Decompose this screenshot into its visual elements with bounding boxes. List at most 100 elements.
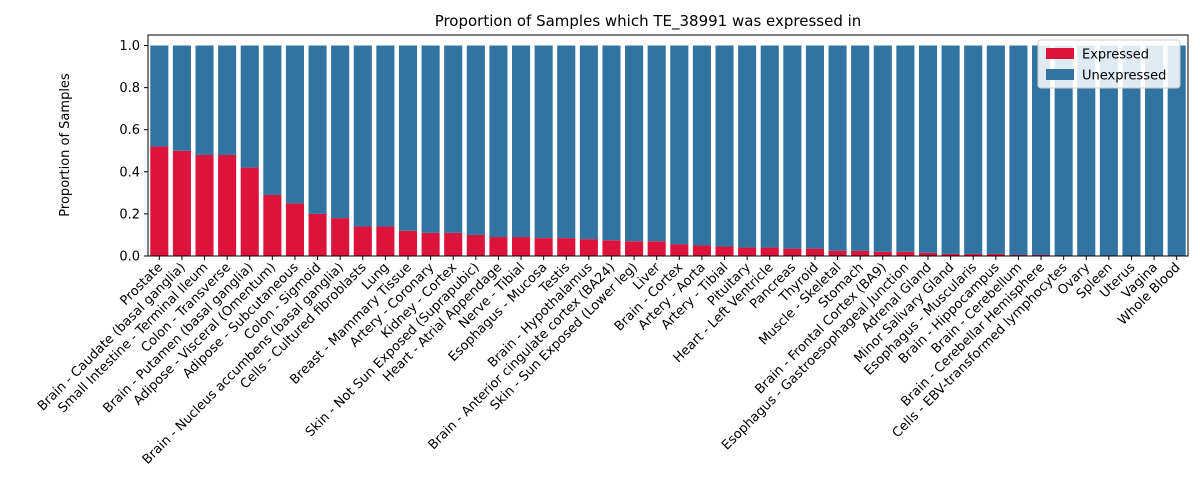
bar-unexpressed: [602, 45, 621, 241]
bar-expressed: [964, 253, 983, 256]
y-tick-label: 0.6: [119, 123, 140, 138]
bar-unexpressed: [466, 45, 485, 235]
bar-unexpressed: [805, 45, 824, 249]
bar-expressed: [444, 232, 463, 256]
bar-expressed: [489, 237, 508, 256]
bar-expressed: [240, 167, 259, 256]
y-axis-label: Proportion of Samples: [58, 73, 73, 217]
bar-unexpressed: [398, 45, 418, 231]
bar-expressed: [1032, 254, 1051, 256]
bar-expressed: [805, 248, 824, 256]
bar-unexpressed: [941, 45, 960, 254]
bar-expressed: [534, 238, 553, 256]
bar-unexpressed: [376, 45, 395, 227]
legend-label: Expressed: [1082, 48, 1149, 63]
bar-expressed: [941, 253, 960, 256]
bar-unexpressed: [534, 45, 553, 239]
bar-unexpressed: [150, 45, 169, 147]
bar-expressed: [783, 248, 802, 256]
bar-unexpressed: [240, 45, 259, 168]
y-tick-label: 0.8: [119, 81, 140, 96]
y-tick-label: 0.4: [119, 165, 140, 180]
bar-unexpressed: [873, 45, 892, 252]
bar-unexpressed: [783, 45, 802, 249]
bar-expressed: [715, 246, 734, 256]
bar-expressed: [466, 234, 485, 256]
bar-expressed: [331, 218, 350, 256]
bar-expressed: [308, 213, 327, 256]
bar-expressed: [873, 251, 892, 256]
bar-unexpressed: [1032, 45, 1051, 255]
bar-unexpressed: [625, 45, 644, 242]
bar-unexpressed: [1145, 45, 1164, 257]
y-tick-label: 1.0: [119, 39, 140, 54]
bar-unexpressed: [1167, 45, 1186, 257]
bar-unexpressed: [308, 45, 327, 214]
bar-unexpressed: [1099, 45, 1118, 257]
bar-expressed: [647, 241, 666, 256]
y-tick-label: 0.2: [119, 207, 140, 222]
bar-unexpressed: [1077, 45, 1096, 257]
bar-unexpressed: [331, 45, 350, 219]
bar-unexpressed: [353, 45, 372, 227]
bar-expressed: [172, 150, 191, 256]
bar-expressed: [579, 239, 598, 256]
bar-unexpressed: [647, 45, 666, 242]
bar-expressed: [625, 241, 644, 256]
bar-unexpressed: [489, 45, 508, 238]
bar-expressed: [918, 252, 938, 256]
bar-expressed: [512, 237, 531, 256]
bar-unexpressed: [1054, 45, 1073, 257]
bar-unexpressed: [1122, 45, 1141, 257]
bar-unexpressed: [263, 45, 282, 195]
bar-expressed: [421, 232, 440, 256]
bar-expressed: [263, 194, 282, 256]
bar-unexpressed: [692, 45, 711, 246]
bar-unexpressed: [715, 45, 734, 247]
legend-swatch: [1046, 69, 1074, 80]
bar-expressed: [557, 238, 576, 256]
bar-unexpressed: [1009, 45, 1028, 255]
bar-expressed: [738, 247, 757, 256]
plot-frame: [147, 34, 1189, 257]
bar-expressed: [896, 251, 915, 256]
bar-unexpressed: [738, 45, 757, 248]
bar-expressed: [670, 244, 689, 256]
bar-expressed: [150, 146, 169, 256]
bar-expressed: [376, 226, 395, 256]
bar-expressed: [851, 250, 870, 256]
bar-expressed: [195, 154, 214, 256]
y-tick-label: 0.0: [119, 250, 140, 265]
bars-group: [150, 45, 1186, 257]
bar-expressed: [986, 253, 1005, 256]
bar-expressed: [353, 226, 372, 256]
bar-unexpressed: [896, 45, 915, 252]
bar-unexpressed: [285, 45, 304, 204]
bar-unexpressed: [218, 45, 237, 155]
bar-expressed: [760, 247, 779, 256]
bar-expressed: [828, 250, 847, 256]
bar-unexpressed: [444, 45, 463, 233]
bar-expressed: [602, 240, 621, 256]
bar-expressed: [218, 154, 237, 256]
bar-unexpressed: [172, 45, 191, 151]
bar-unexpressed: [670, 45, 689, 245]
bar-expressed: [285, 203, 304, 256]
bar-unexpressed: [918, 45, 938, 253]
bar-expressed: [692, 245, 711, 256]
bar-unexpressed: [964, 45, 983, 254]
bar-unexpressed: [579, 45, 598, 240]
bar-expressed: [398, 230, 418, 256]
bar-unexpressed: [512, 45, 531, 238]
bar-unexpressed: [986, 45, 1005, 254]
legend-swatch: [1046, 48, 1074, 59]
y-axis-ticks: 0.0 0.2 0.4 0.6 0.8 1.0: [119, 39, 148, 265]
bar-unexpressed: [557, 45, 576, 239]
bar-unexpressed: [828, 45, 847, 251]
bar-unexpressed: [851, 45, 870, 251]
legend-label: Unexpressed: [1082, 69, 1166, 84]
bar-expressed: [1009, 254, 1028, 256]
bar-unexpressed: [421, 45, 440, 233]
